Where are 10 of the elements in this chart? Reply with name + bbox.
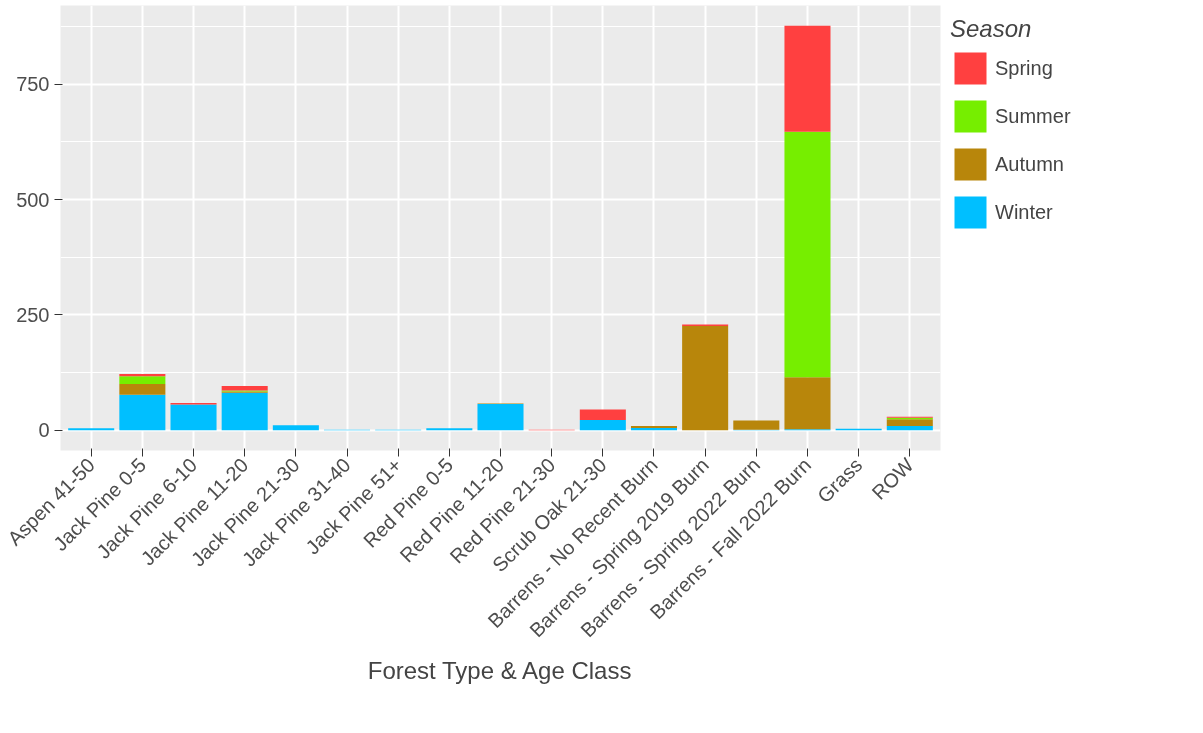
legend-label: Summer: [995, 104, 1071, 128]
x-axis-title: Forest Type & Age Class: [367, 657, 632, 685]
y-tick-label: 0: [38, 419, 50, 442]
legend-label: Winter: [995, 200, 1053, 224]
legend-label: Autumn: [995, 152, 1064, 176]
legend-title: Season: [950, 15, 1033, 43]
y-tick-label: 750: [16, 73, 50, 96]
y-tick-label: 250: [16, 303, 50, 326]
legend-label: Spring: [995, 56, 1053, 80]
y-tick-label: 500: [16, 188, 50, 211]
